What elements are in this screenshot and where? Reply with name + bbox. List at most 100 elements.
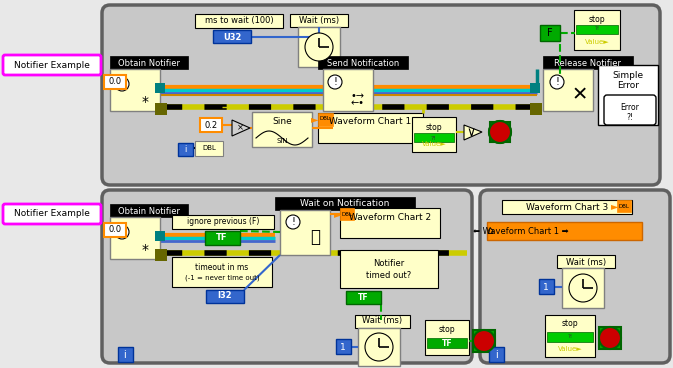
Text: !: ! xyxy=(120,227,124,237)
Bar xyxy=(104,223,126,237)
Text: ►: ► xyxy=(611,201,618,211)
Bar xyxy=(110,69,160,111)
Text: DBL: DBL xyxy=(320,117,330,121)
Bar xyxy=(574,10,620,50)
Bar xyxy=(599,327,621,349)
Bar xyxy=(547,332,593,342)
Text: *: * xyxy=(141,243,149,257)
Bar xyxy=(172,257,272,287)
Text: stop: stop xyxy=(426,123,442,131)
Text: !: ! xyxy=(555,77,559,87)
Bar xyxy=(280,210,330,255)
Bar xyxy=(340,208,354,220)
Text: ←•: ←• xyxy=(351,98,365,108)
Text: ?!: ?! xyxy=(567,335,573,340)
Text: TF: TF xyxy=(441,339,452,347)
Text: !: ! xyxy=(291,217,295,227)
Text: I32: I32 xyxy=(217,291,232,301)
Bar xyxy=(539,279,554,294)
Bar xyxy=(540,25,560,41)
Text: 0.0: 0.0 xyxy=(108,78,122,86)
Bar xyxy=(318,113,423,143)
Text: stop: stop xyxy=(589,14,605,24)
Bar xyxy=(318,113,333,126)
Text: Waveform Chart 2: Waveform Chart 2 xyxy=(349,213,431,223)
Text: DBL: DBL xyxy=(342,212,353,216)
Circle shape xyxy=(115,77,129,91)
Text: Obtain Notifier: Obtain Notifier xyxy=(118,206,180,216)
FancyBboxPatch shape xyxy=(3,55,101,75)
Bar xyxy=(543,69,593,111)
Text: Waveform Chart 1: Waveform Chart 1 xyxy=(329,117,411,127)
Circle shape xyxy=(286,215,300,229)
Text: ms to wait (100): ms to wait (100) xyxy=(205,17,273,25)
Text: timed out?: timed out? xyxy=(366,270,412,280)
Circle shape xyxy=(550,75,564,89)
Circle shape xyxy=(569,274,597,302)
Text: timeout in ms: timeout in ms xyxy=(195,262,248,272)
Text: Wait (ms): Wait (ms) xyxy=(566,258,606,266)
Text: *: * xyxy=(141,95,149,109)
Text: Notifier Example: Notifier Example xyxy=(14,60,90,70)
Text: (-1 = never time out): (-1 = never time out) xyxy=(184,275,259,281)
Text: DBL: DBL xyxy=(202,145,216,151)
Bar xyxy=(617,200,631,212)
Text: SIN: SIN xyxy=(276,138,288,144)
Bar xyxy=(346,291,381,304)
Polygon shape xyxy=(232,120,250,136)
Text: Simple: Simple xyxy=(612,71,643,81)
Text: DBL: DBL xyxy=(618,204,629,209)
Bar xyxy=(110,56,188,69)
Text: Notifier: Notifier xyxy=(374,258,404,268)
Bar xyxy=(543,56,633,69)
Bar xyxy=(200,118,222,132)
Text: stop: stop xyxy=(439,326,456,335)
Bar xyxy=(155,249,167,261)
Bar xyxy=(195,14,283,28)
Bar xyxy=(489,347,504,362)
Circle shape xyxy=(115,225,129,239)
Text: Wait on Notification: Wait on Notification xyxy=(300,199,390,209)
Text: ✕: ✕ xyxy=(572,85,588,105)
Bar xyxy=(206,290,244,303)
Text: ∨: ∨ xyxy=(466,125,476,138)
Bar xyxy=(110,217,160,259)
Bar xyxy=(298,27,340,67)
Text: ignore previous (F): ignore previous (F) xyxy=(187,217,259,226)
Text: •→: •→ xyxy=(351,91,365,101)
Bar xyxy=(155,83,165,93)
Bar xyxy=(118,347,133,362)
Bar xyxy=(172,215,274,229)
Bar xyxy=(340,208,440,238)
Text: Value►: Value► xyxy=(558,346,582,352)
Bar xyxy=(490,122,510,142)
Bar xyxy=(502,200,632,214)
Bar xyxy=(252,112,312,147)
FancyBboxPatch shape xyxy=(480,190,670,363)
Bar xyxy=(358,328,400,366)
Text: ⬅ Waveform Chart 1 ➡: ⬅ Waveform Chart 1 ➡ xyxy=(473,226,569,236)
Text: Obtain Notifier: Obtain Notifier xyxy=(118,59,180,67)
Bar xyxy=(213,30,251,43)
Circle shape xyxy=(305,33,333,61)
Bar xyxy=(318,56,408,69)
Text: Release Notifier: Release Notifier xyxy=(555,59,621,67)
Text: ?!: ?! xyxy=(594,26,600,32)
Text: Wait (ms): Wait (ms) xyxy=(299,16,339,25)
Bar xyxy=(576,25,618,34)
Circle shape xyxy=(489,121,511,143)
Text: Value►: Value► xyxy=(422,141,446,147)
Bar xyxy=(530,83,540,93)
Text: ►: ► xyxy=(311,114,319,124)
Text: Send Notification: Send Notification xyxy=(327,59,399,67)
Text: i: i xyxy=(124,350,127,360)
Circle shape xyxy=(599,327,621,349)
FancyBboxPatch shape xyxy=(102,190,472,363)
Circle shape xyxy=(473,330,495,352)
Text: Notifier Example: Notifier Example xyxy=(14,209,90,219)
Circle shape xyxy=(328,75,342,89)
Bar xyxy=(275,197,415,210)
Bar xyxy=(355,315,410,328)
Bar xyxy=(290,14,348,27)
Text: Error: Error xyxy=(617,81,639,91)
